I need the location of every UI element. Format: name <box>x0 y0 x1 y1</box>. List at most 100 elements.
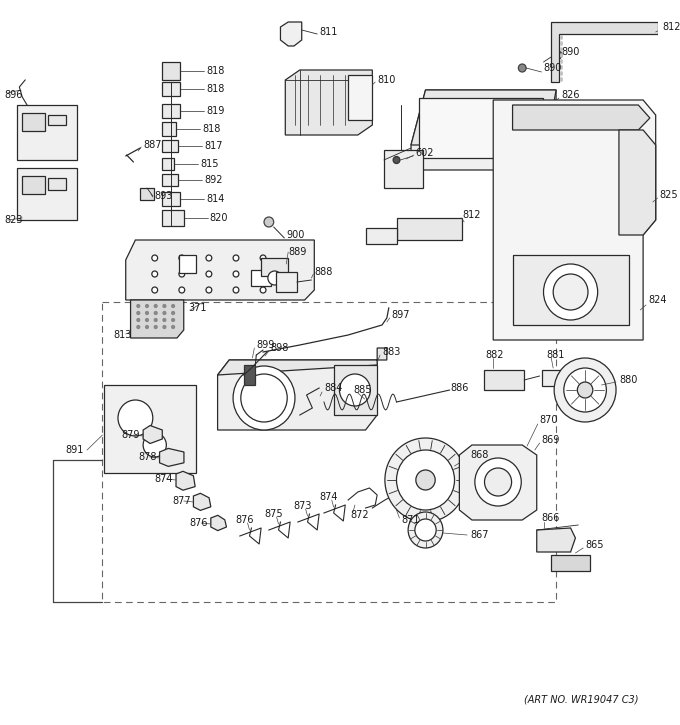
Circle shape <box>206 287 211 293</box>
Text: 818: 818 <box>206 84 224 94</box>
Text: 890: 890 <box>561 47 579 57</box>
Polygon shape <box>411 90 556 145</box>
Text: (ART NO. WR19047 C3): (ART NO. WR19047 C3) <box>524 695 639 705</box>
Circle shape <box>146 326 148 328</box>
Circle shape <box>152 255 158 261</box>
Circle shape <box>137 312 140 315</box>
Circle shape <box>339 374 371 406</box>
Circle shape <box>554 51 562 59</box>
Text: 872: 872 <box>350 510 369 520</box>
Bar <box>48 178 66 190</box>
Polygon shape <box>176 471 195 490</box>
Circle shape <box>154 326 157 328</box>
Circle shape <box>179 271 185 277</box>
Text: 879: 879 <box>122 430 140 440</box>
Text: 826: 826 <box>561 90 579 100</box>
Circle shape <box>233 255 239 261</box>
Text: 371: 371 <box>188 303 207 313</box>
Circle shape <box>233 287 239 293</box>
Circle shape <box>137 318 140 321</box>
Text: 900: 900 <box>286 230 305 240</box>
Text: 884: 884 <box>324 383 342 393</box>
Text: 876: 876 <box>235 515 254 525</box>
Circle shape <box>577 382 593 398</box>
Circle shape <box>260 287 266 293</box>
Bar <box>163 158 174 170</box>
Circle shape <box>163 326 166 328</box>
Circle shape <box>415 519 436 541</box>
Polygon shape <box>537 528 575 552</box>
Text: 819: 819 <box>206 106 224 116</box>
Circle shape <box>264 217 273 227</box>
Text: 880: 880 <box>619 375 637 385</box>
Bar <box>48 115 66 125</box>
Text: 818: 818 <box>202 124 220 134</box>
Bar <box>163 210 184 226</box>
Text: 899: 899 <box>256 340 275 350</box>
Text: 867: 867 <box>470 530 488 540</box>
Bar <box>163 82 180 96</box>
Text: 811: 811 <box>319 27 337 37</box>
Circle shape <box>163 312 166 315</box>
Bar <box>163 140 178 152</box>
Text: 871: 871 <box>401 515 420 525</box>
Circle shape <box>554 358 616 422</box>
Circle shape <box>154 304 157 307</box>
Text: 818: 818 <box>206 66 224 76</box>
Text: 885: 885 <box>353 385 371 395</box>
Text: 814: 814 <box>206 194 224 204</box>
Text: 876: 876 <box>190 518 208 528</box>
Text: 898: 898 <box>271 343 289 353</box>
Circle shape <box>241 374 287 422</box>
Circle shape <box>179 287 185 293</box>
Bar <box>163 174 178 186</box>
Polygon shape <box>131 300 184 338</box>
Text: 810: 810 <box>377 75 396 85</box>
Text: 877: 877 <box>172 496 191 506</box>
Bar <box>396 218 462 240</box>
Text: 891: 891 <box>66 445 84 455</box>
Circle shape <box>152 287 158 293</box>
Bar <box>483 370 524 390</box>
Circle shape <box>393 157 400 164</box>
Polygon shape <box>193 493 211 510</box>
Circle shape <box>146 304 148 307</box>
Circle shape <box>408 512 443 548</box>
Circle shape <box>206 271 211 277</box>
Text: 886: 886 <box>451 383 469 393</box>
Circle shape <box>416 470 435 490</box>
Text: 874: 874 <box>319 492 338 502</box>
Bar <box>101 302 556 602</box>
Text: 868: 868 <box>470 450 488 460</box>
Text: 866: 866 <box>541 513 560 523</box>
Bar <box>140 188 154 200</box>
Text: 896: 896 <box>5 90 23 100</box>
Polygon shape <box>218 348 387 375</box>
Polygon shape <box>513 255 628 325</box>
Bar <box>334 365 377 415</box>
Bar <box>163 122 176 136</box>
Circle shape <box>163 318 166 321</box>
Bar <box>261 258 288 276</box>
Circle shape <box>143 433 167 457</box>
Polygon shape <box>551 22 658 82</box>
Bar <box>551 555 590 571</box>
Circle shape <box>260 271 266 277</box>
Text: 865: 865 <box>585 540 604 550</box>
Circle shape <box>154 318 157 321</box>
Polygon shape <box>411 90 556 170</box>
Circle shape <box>154 312 157 315</box>
Bar <box>105 385 197 473</box>
Text: 888: 888 <box>314 267 333 277</box>
Text: 874: 874 <box>155 474 173 484</box>
Bar <box>243 365 255 385</box>
Polygon shape <box>460 445 537 520</box>
Polygon shape <box>619 130 656 235</box>
Polygon shape <box>280 22 302 46</box>
Circle shape <box>152 271 158 277</box>
Bar <box>541 370 566 386</box>
Bar <box>419 98 543 158</box>
Circle shape <box>179 255 185 261</box>
Circle shape <box>233 271 239 277</box>
Circle shape <box>146 318 148 321</box>
